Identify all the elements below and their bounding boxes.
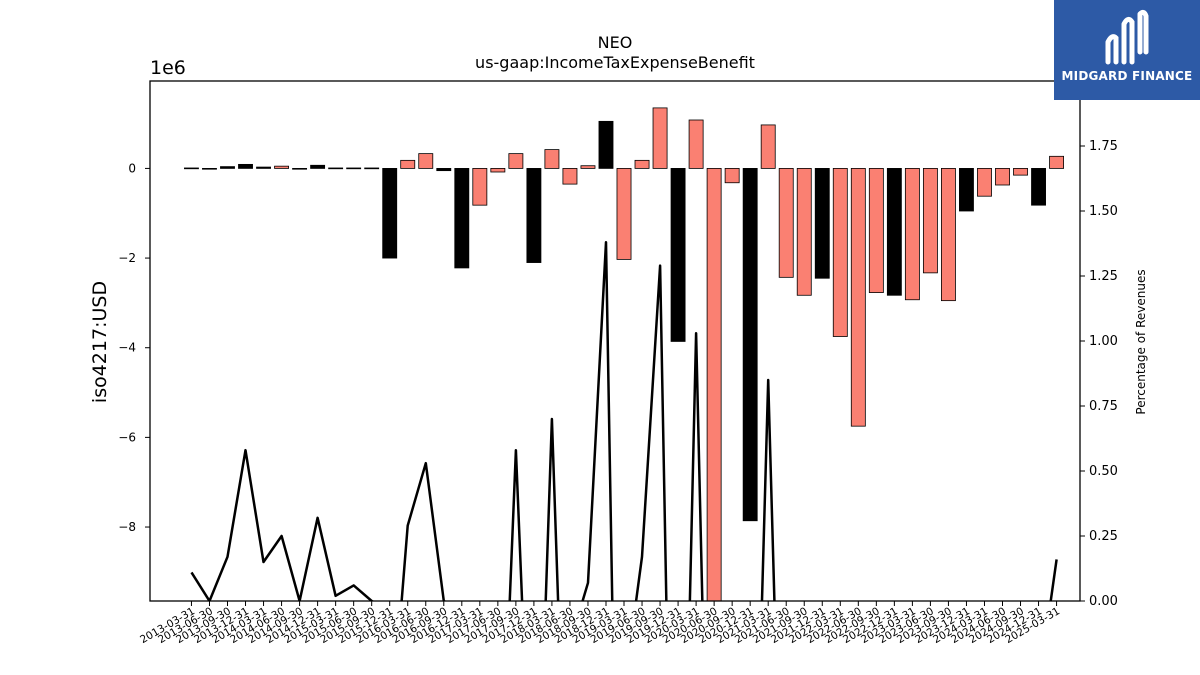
bar	[310, 164, 326, 169]
bar	[184, 167, 199, 170]
bar	[634, 159, 650, 169]
line-segment	[400, 461, 447, 601]
bar	[580, 165, 596, 169]
bar	[850, 168, 866, 427]
bar	[706, 168, 722, 602]
bar	[400, 159, 416, 169]
line-segment	[634, 264, 668, 601]
axes: −8 −6 −4 −2 0 0.00 0.25 0.50 0.75 1.00 1.25 1.50 1.7…	[118, 74, 1118, 646]
line-segment	[688, 331, 704, 601]
bar	[292, 168, 308, 170]
bar	[904, 168, 920, 301]
bar	[544, 149, 560, 169]
bar	[256, 166, 271, 169]
line-segment	[1049, 559, 1058, 601]
bar	[220, 166, 235, 169]
y-tick-label: −6	[118, 430, 136, 444]
bar	[814, 168, 830, 279]
midgard-logo-icon	[1105, 9, 1149, 65]
y-tick-label: 0	[128, 161, 136, 175]
bar	[977, 168, 992, 197]
y2-tick-label: 0.75	[1089, 399, 1118, 414]
y2-tick-label: 0.00	[1089, 594, 1118, 609]
bar	[328, 167, 344, 170]
line-segment	[190, 448, 375, 601]
y2-axis-label: Percentage of Revenues	[1134, 269, 1148, 414]
line-segment	[508, 448, 524, 601]
logo-text: MIDGARD FINANCE	[1061, 69, 1193, 83]
bar	[436, 168, 452, 172]
y2-tick-label: 1.25	[1089, 269, 1118, 284]
bar	[1013, 168, 1028, 176]
y-tick-label: −8	[118, 520, 136, 534]
bar	[472, 168, 488, 206]
chart-title: NEO	[598, 33, 633, 52]
bar	[832, 168, 848, 337]
bar	[616, 168, 632, 260]
y2-tick-label: 1.50	[1089, 204, 1118, 219]
bar	[922, 168, 938, 274]
bar	[454, 168, 470, 269]
bar	[995, 168, 1010, 186]
bar	[508, 153, 524, 169]
bar	[760, 124, 776, 169]
y2-tick-label: 1.00	[1089, 334, 1118, 349]
y2-tick-label: 0.50	[1089, 464, 1118, 479]
bar	[778, 168, 794, 278]
brand-logo: MIDGARD FINANCE	[1054, 0, 1200, 100]
bar	[202, 168, 217, 170]
bar	[959, 168, 974, 212]
bar	[886, 168, 902, 296]
y-tick-label: −4	[118, 341, 136, 355]
bar	[652, 107, 668, 169]
bar	[490, 168, 506, 173]
bar	[526, 168, 542, 263]
plot-frame	[149, 80, 1081, 602]
bar	[941, 168, 956, 302]
bar	[562, 168, 578, 185]
bar	[598, 120, 614, 169]
line-segment	[760, 378, 776, 601]
bar	[724, 168, 740, 184]
y-axis-label: iso4217:USD	[89, 281, 111, 403]
y2-tick-label: 0.25	[1089, 529, 1118, 544]
bar	[670, 168, 686, 342]
bar	[364, 167, 380, 170]
bar	[1049, 155, 1065, 169]
bar	[346, 167, 362, 170]
bar	[742, 168, 758, 522]
bar	[274, 165, 290, 169]
bar	[688, 119, 704, 169]
y2-tick-label: 1.75	[1089, 139, 1118, 154]
bar	[382, 168, 398, 259]
line-segment	[544, 417, 560, 601]
bar	[238, 163, 253, 169]
chart-subtitle: us-gaap:IncomeTaxExpenseBenefit	[475, 53, 755, 72]
y-tick-label: −2	[118, 251, 136, 265]
bar	[418, 153, 434, 169]
y-offset-label: 1e6	[150, 57, 186, 79]
bar-series	[184, 107, 1065, 602]
line-segment	[581, 240, 614, 601]
bar	[1031, 168, 1046, 206]
bar	[868, 168, 884, 293]
line-series	[190, 240, 1058, 601]
bar	[796, 168, 812, 296]
